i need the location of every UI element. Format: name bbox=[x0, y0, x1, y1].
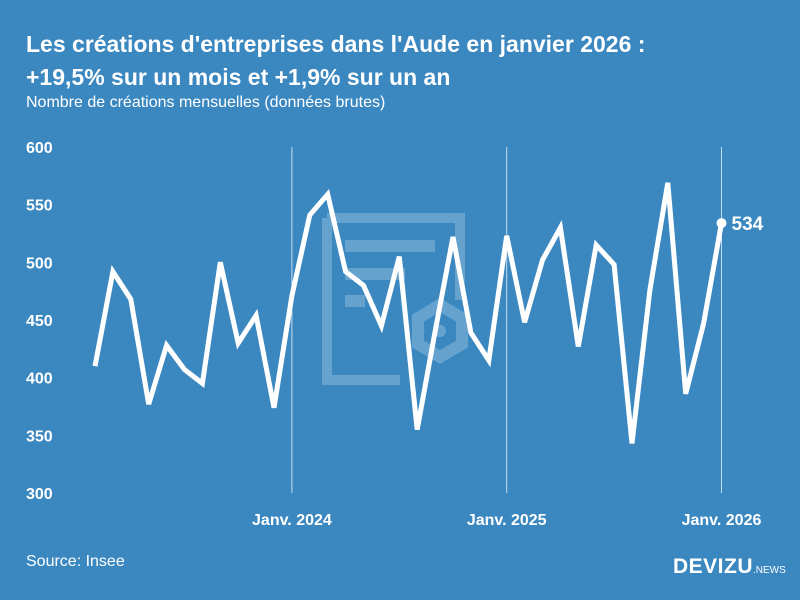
y-tick-label: 400 bbox=[26, 371, 53, 388]
y-tick-label: 300 bbox=[26, 486, 53, 503]
title-line-2: +19,5% sur un mois et +1,9% sur un an bbox=[26, 64, 451, 90]
logo-suffix: .NEWS bbox=[753, 565, 786, 576]
watermark-lines bbox=[345, 240, 446, 337]
title-line-1: Les créations d'entreprises dans l'Aude … bbox=[26, 31, 646, 57]
x-tick-label: Janv. 2024 bbox=[252, 512, 332, 529]
source-note: Source: Insee bbox=[26, 553, 125, 570]
y-tick-label: 500 bbox=[26, 255, 53, 272]
y-tick-label: 350 bbox=[26, 428, 53, 445]
chart-title: Les créations d'entreprises dans l'Aude … bbox=[26, 28, 786, 94]
y-tick-label: 550 bbox=[26, 198, 53, 215]
last-value-label: 534 bbox=[732, 214, 764, 235]
brand-logo: DEVIZU.NEWS bbox=[673, 555, 786, 579]
logo-main: DEVIZU bbox=[673, 555, 754, 578]
x-tick-label: Janv. 2025 bbox=[467, 512, 547, 529]
x-tick-label: Janv. 2026 bbox=[682, 512, 762, 529]
chart-subtitle: Nombre de créations mensuelles (données … bbox=[26, 94, 386, 111]
last-point bbox=[716, 218, 727, 229]
y-tick-label: 450 bbox=[26, 313, 53, 330]
series-line bbox=[92, 182, 724, 444]
y-tick-label: 600 bbox=[26, 140, 53, 157]
